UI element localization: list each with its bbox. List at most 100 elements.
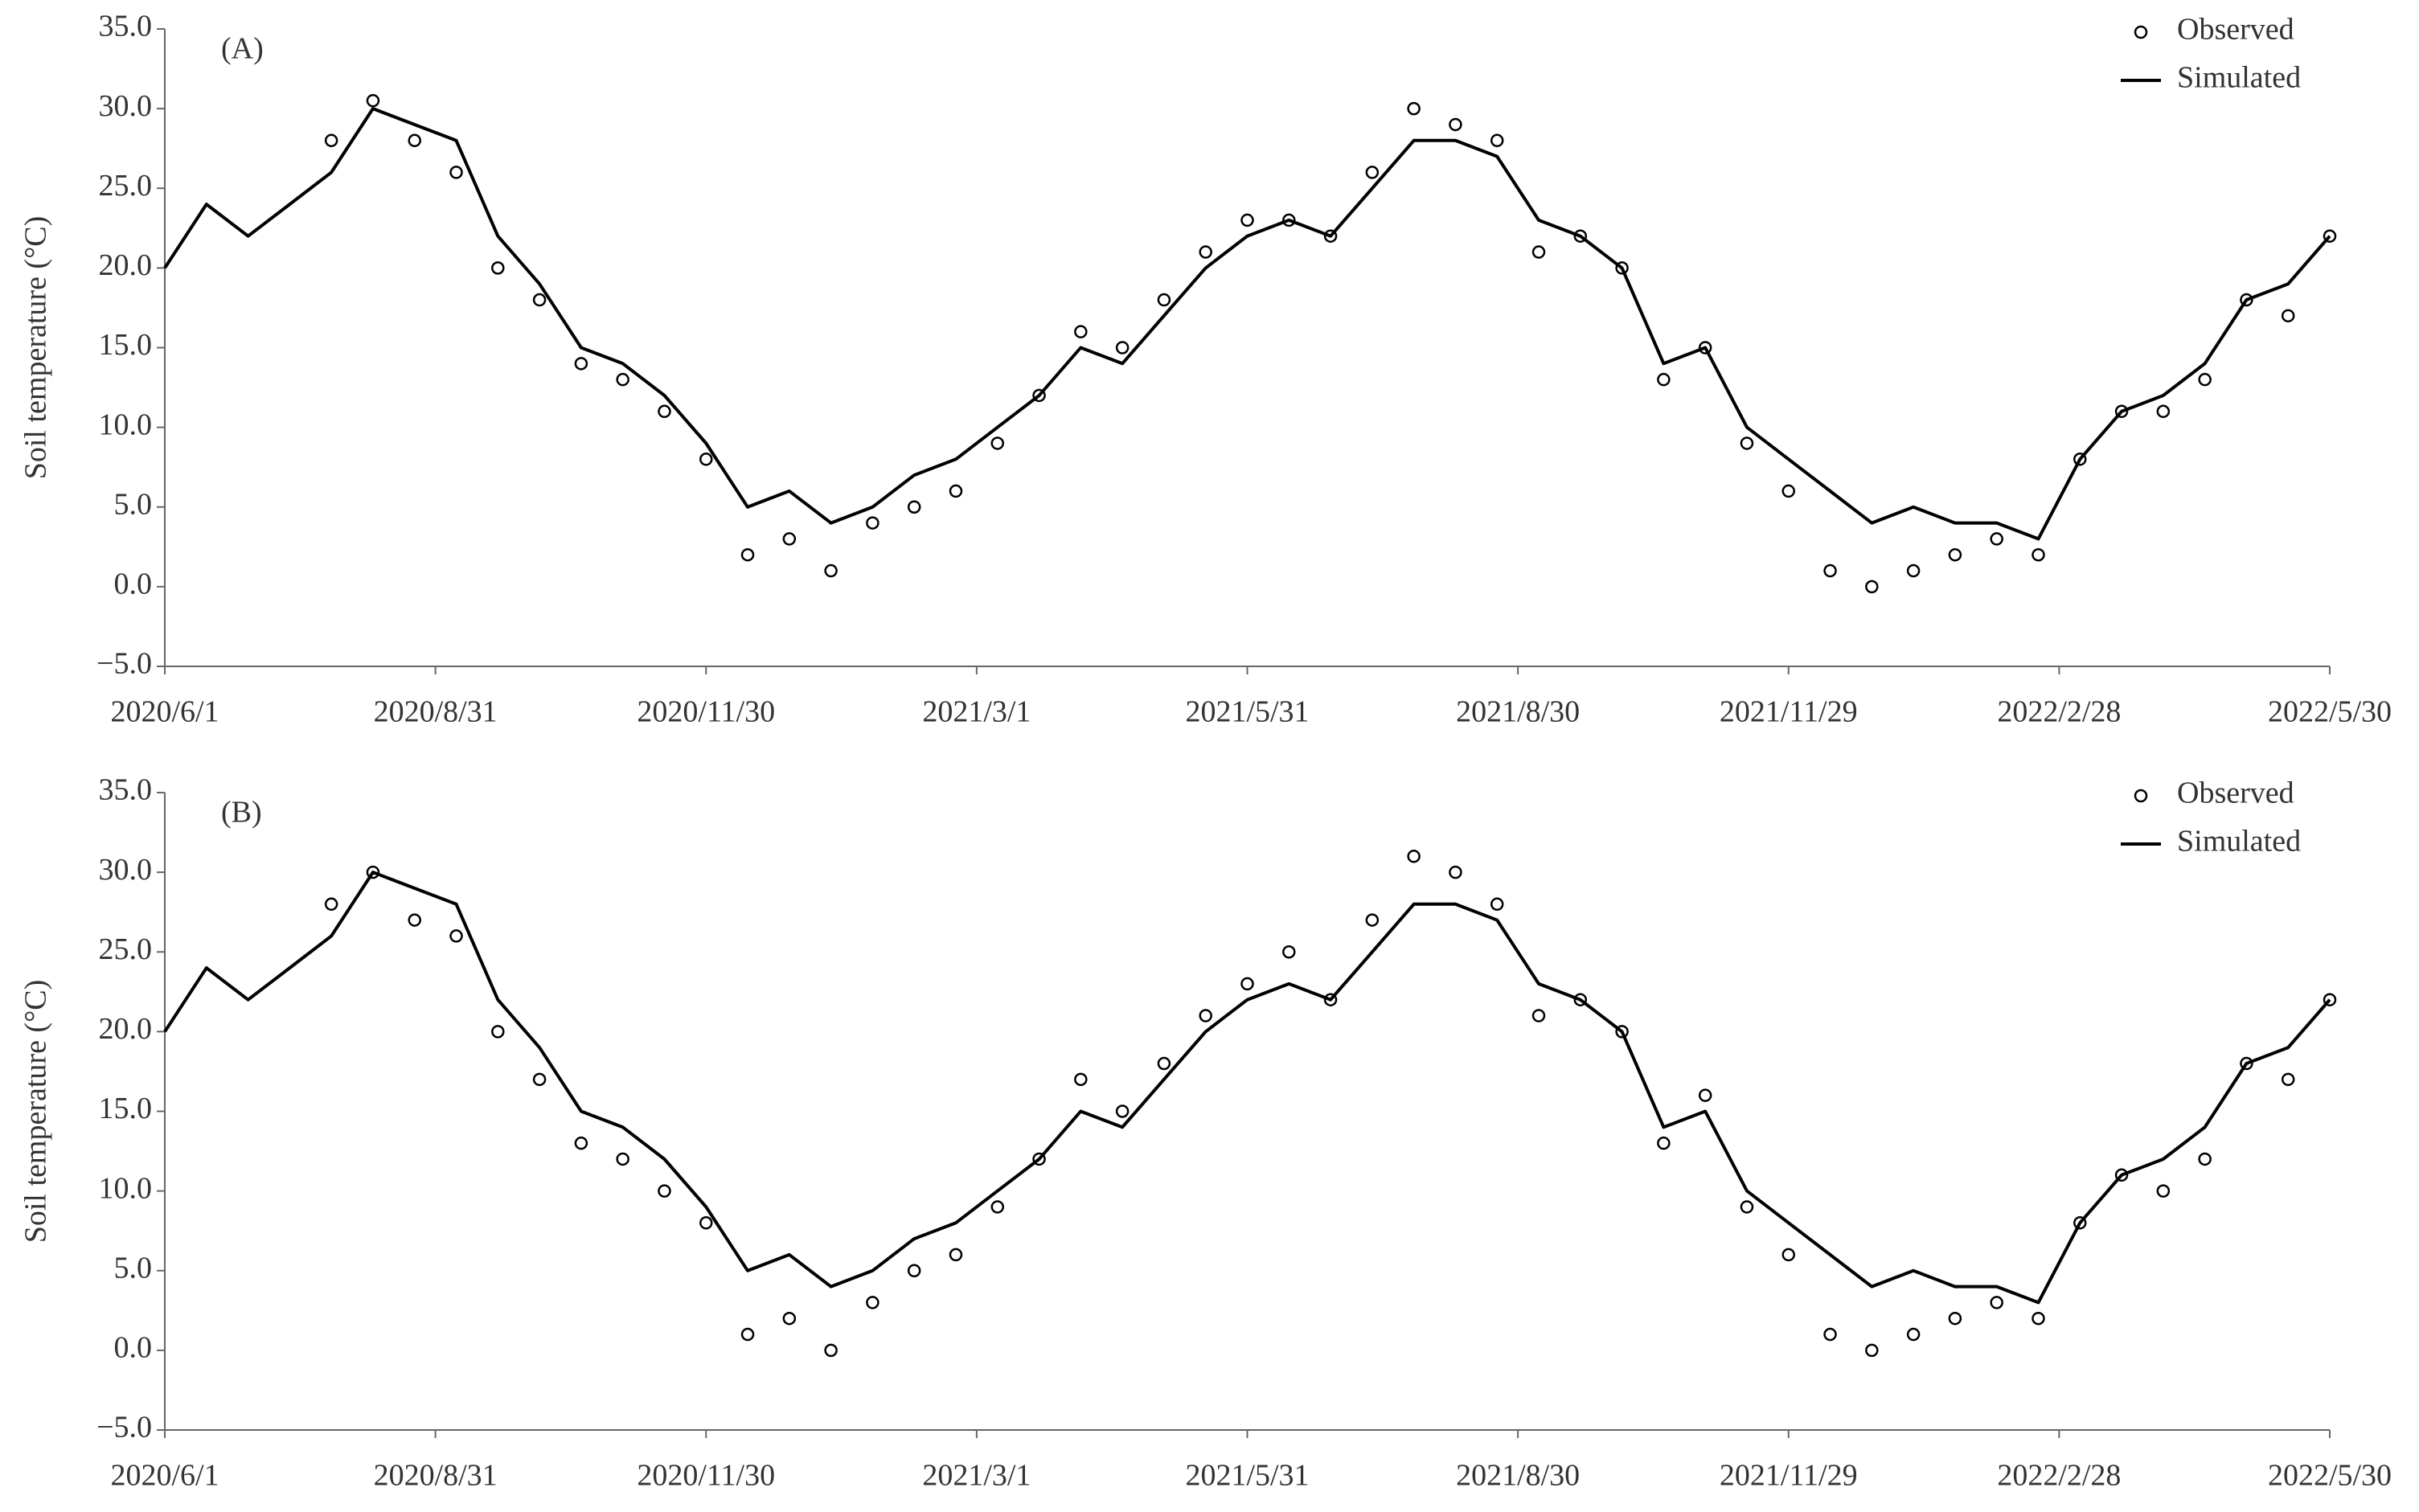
observed-point [491, 1025, 505, 1039]
observed-point [1865, 580, 1879, 594]
observed-point [658, 1184, 671, 1198]
observed-point [1740, 1200, 1754, 1214]
observed-point [782, 532, 797, 546]
observed-point [1115, 341, 1130, 354]
y-tick-label: 0.0 [114, 1331, 153, 1365]
observed-point [990, 436, 1005, 450]
observed-point [2156, 1184, 2171, 1198]
simulated-line [163, 871, 2331, 1305]
observed-point [1490, 897, 1504, 912]
observed-point [324, 897, 338, 912]
y-tick-label: 30.0 [99, 89, 153, 123]
x-tick-label: 2021/5/31 [1185, 695, 1309, 729]
observed-point [1282, 945, 1296, 959]
y-tick-label: 0.0 [114, 568, 153, 601]
observed-point [1365, 166, 1380, 179]
x-tick-label: 2021/5/31 [1185, 1459, 1309, 1493]
observed-point [1906, 563, 1921, 578]
observed-point [1906, 1327, 1921, 1342]
observed-point [824, 563, 838, 578]
observed-point [699, 1216, 713, 1230]
x-tick-label: 2022/5/30 [2268, 1459, 2392, 1493]
x-tick-label: 2020/6/1 [110, 1459, 219, 1493]
observed-point [532, 293, 547, 307]
observed-point [1199, 1009, 1212, 1022]
y-axis-title: Soil temperature (°C) [19, 216, 53, 480]
observed-point [740, 547, 755, 562]
observed-point [1240, 977, 1254, 991]
y-axis-title: Soil temperature (°C) [19, 980, 53, 1244]
observed-point [1199, 245, 1212, 259]
y-tick-label: 25.0 [99, 932, 153, 966]
simulated-line [163, 107, 2331, 541]
x-tick-label: 2020/6/1 [110, 695, 219, 729]
y-tick-label: 5.0 [114, 1251, 153, 1285]
legend-symbol [2134, 789, 2148, 803]
y-tick-label: 10.0 [99, 1171, 153, 1205]
observed-point [2281, 1072, 2295, 1087]
observed-point [532, 1072, 547, 1087]
panel-label: (B) [221, 796, 262, 830]
observed-point [324, 133, 338, 148]
legend-label: Simulated [2177, 825, 2301, 858]
observed-point [782, 1311, 797, 1326]
y-tick-label: 25.0 [99, 169, 153, 203]
observed-point [616, 372, 629, 387]
x-tick-label: 2021/11/29 [1720, 1459, 1858, 1493]
observed-point [2156, 404, 2171, 419]
observed-point [1948, 1311, 1962, 1326]
y-tick-label: 35.0 [99, 773, 153, 807]
observed-point [2032, 1311, 2045, 1326]
x-tick-label: 2022/2/28 [1997, 695, 2121, 729]
observed-point [1657, 372, 1671, 387]
observed-point [1990, 1296, 2003, 1309]
observed-point [1698, 1088, 1712, 1102]
observed-point [1781, 484, 1795, 498]
observed-point [2198, 1152, 2212, 1166]
y-tick-label: 5.0 [114, 487, 153, 521]
observed-point [1531, 245, 1546, 259]
x-tick-label: 2020/11/30 [637, 1459, 775, 1493]
observed-point [449, 929, 463, 943]
observed-point [1240, 213, 1254, 227]
observed-point [866, 1296, 879, 1309]
observed-point [1740, 436, 1754, 450]
observed-point [1531, 1009, 1546, 1022]
observed-point [949, 1248, 963, 1262]
observed-point [1657, 1136, 1671, 1150]
legend-label: Observed [2177, 776, 2294, 810]
observed-point [907, 500, 921, 514]
observed-point [1365, 913, 1380, 927]
observed-point [616, 1152, 629, 1166]
observed-point [2281, 309, 2295, 323]
legend-label: Observed [2177, 13, 2294, 47]
legend-label: Simulated [2177, 61, 2301, 95]
y-tick-label: 15.0 [99, 1092, 153, 1125]
observed-point [1823, 563, 1837, 578]
observed-point [1490, 133, 1504, 148]
observed-point [574, 1136, 588, 1150]
y-tick-label: 35.0 [99, 10, 153, 43]
x-tick-label: 2021/8/30 [1456, 695, 1580, 729]
observed-point [1074, 325, 1088, 338]
observed-point [1948, 547, 1962, 562]
observed-point [2198, 372, 2212, 387]
panel-label: (A) [221, 32, 264, 66]
x-tick-label: 2022/2/28 [1997, 1459, 2121, 1493]
observed-point [824, 1343, 838, 1358]
observed-point [1407, 850, 1421, 863]
observed-point [491, 261, 505, 275]
observed-point [699, 453, 713, 466]
observed-point [1407, 101, 1421, 116]
observed-point [1990, 532, 2003, 546]
y-tick-label: 30.0 [99, 853, 153, 887]
observed-point [2032, 547, 2045, 562]
x-tick-label: 2020/11/30 [637, 695, 775, 729]
y-tick-label: 15.0 [99, 328, 153, 362]
observed-point [408, 913, 421, 927]
observed-point [990, 1200, 1005, 1214]
y-tick-label: −5.0 [96, 1411, 152, 1444]
observed-point [1157, 1056, 1171, 1071]
observed-point [449, 166, 463, 179]
